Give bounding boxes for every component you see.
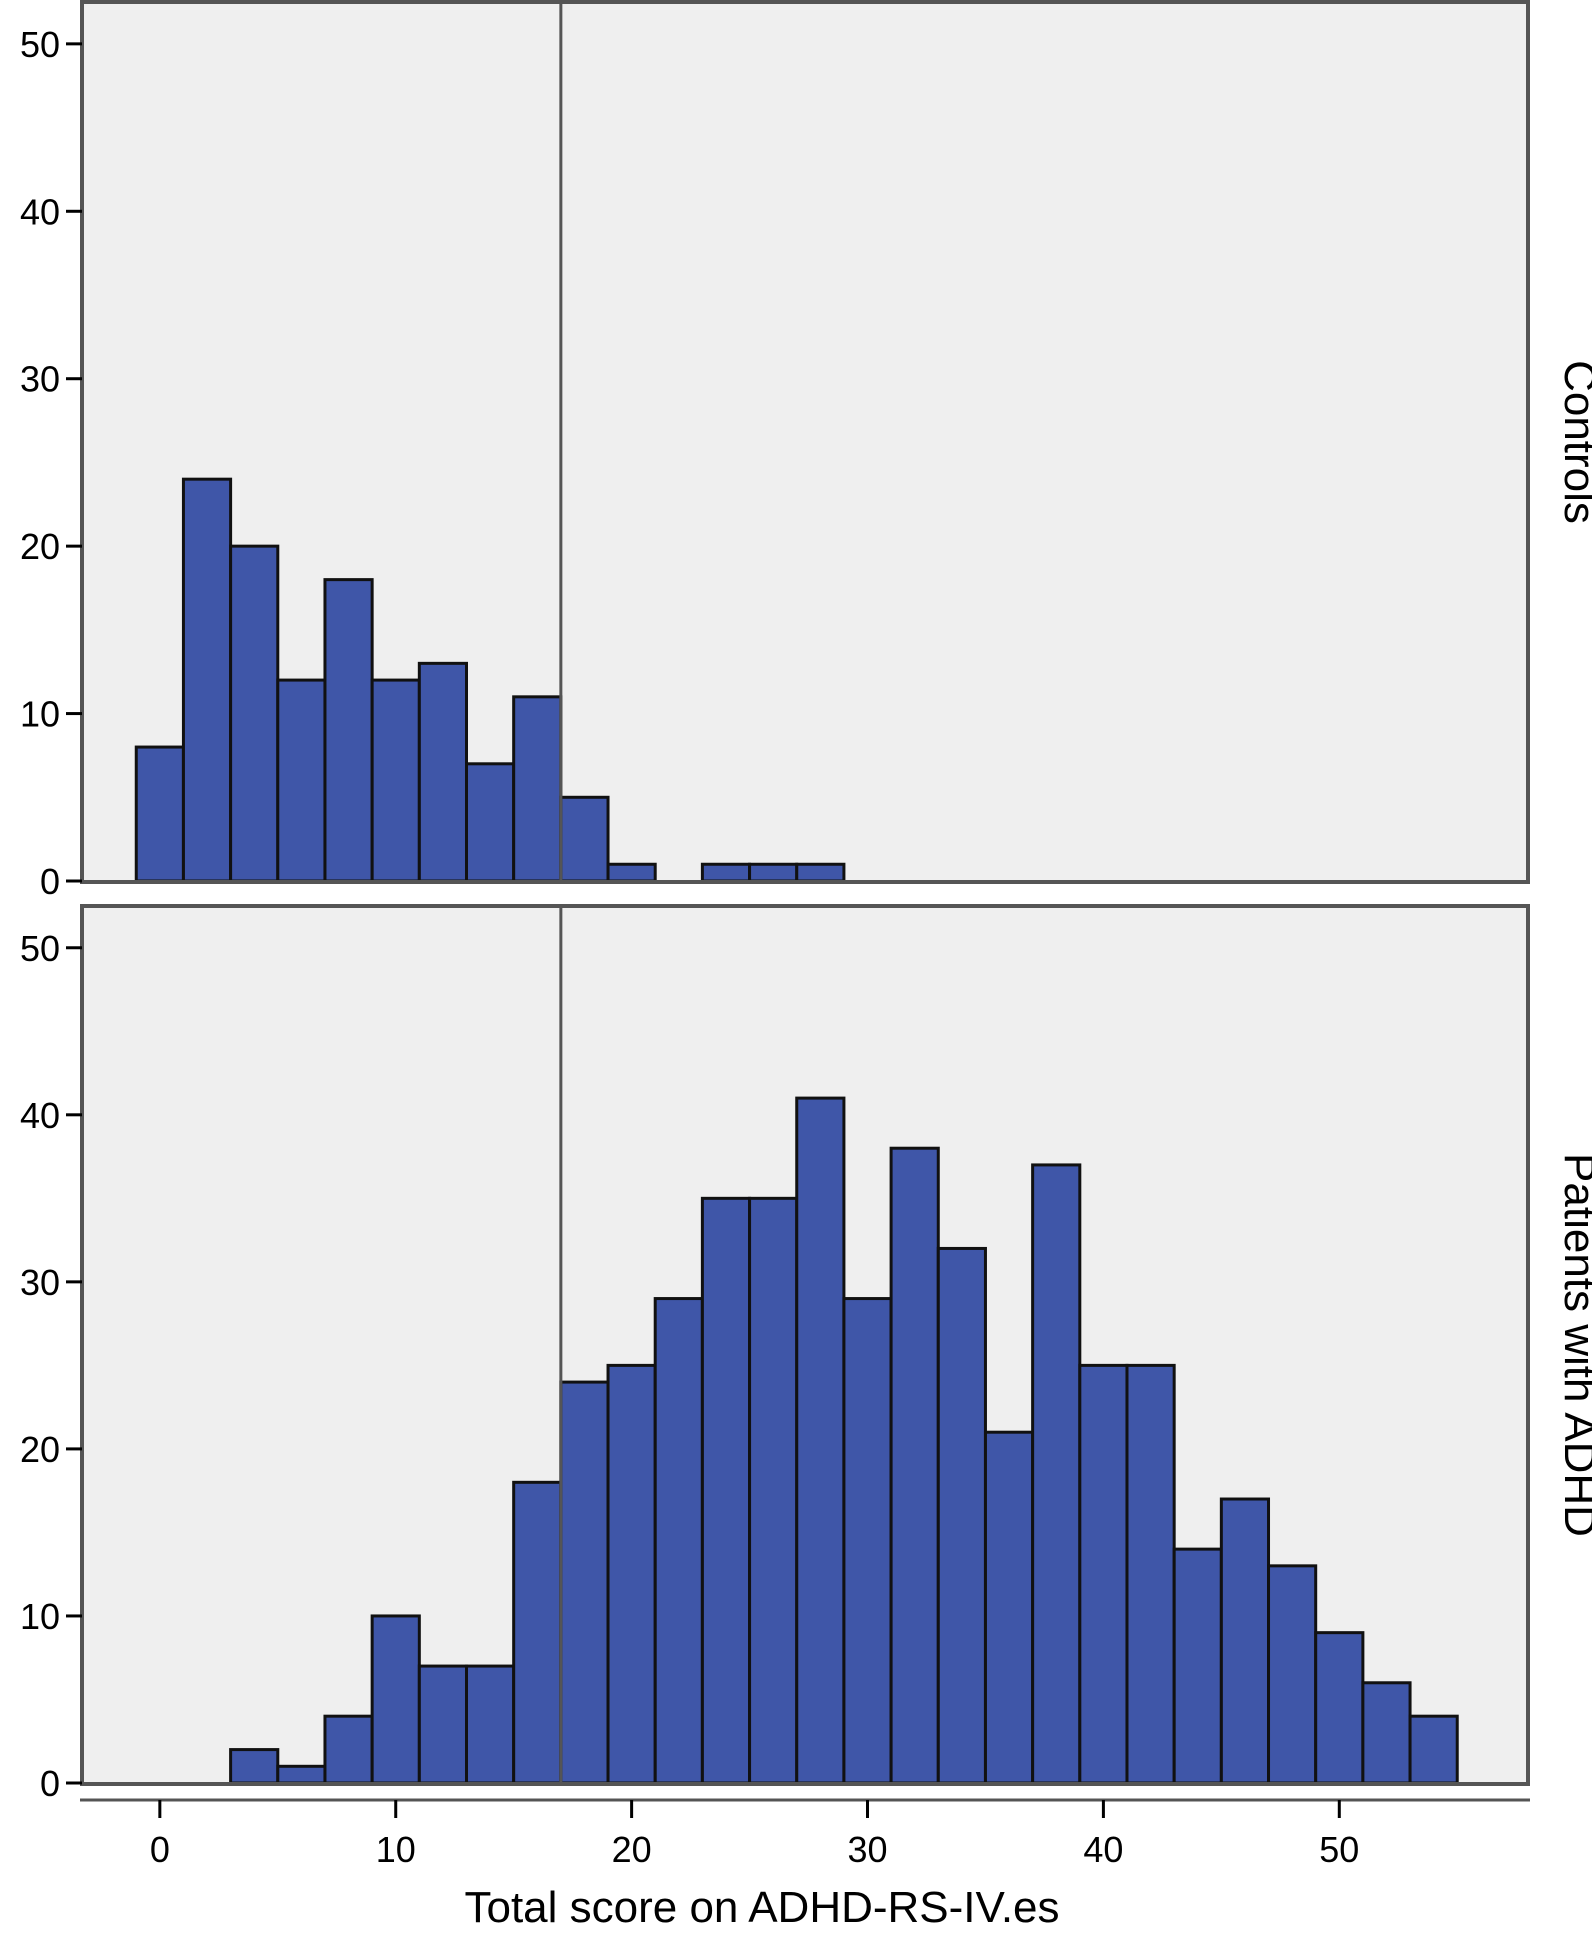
- y-tick-label: 10: [20, 694, 60, 735]
- histogram-bar: [512, 1480, 563, 1785]
- histogram-bar: [417, 1664, 468, 1785]
- histogram-bar: [464, 762, 516, 883]
- histogram-bar: [1078, 1363, 1129, 1785]
- panel-label: Controls: [1555, 360, 1592, 524]
- histogram-bar: [276, 678, 327, 883]
- x-tick-label: 10: [376, 1829, 416, 1870]
- histogram-bar: [1361, 1681, 1412, 1785]
- histogram-bar: [842, 1297, 893, 1785]
- panel-frame: [80, 0, 1530, 884]
- histogram-bar: [559, 795, 610, 883]
- histogram-bar: [795, 862, 846, 883]
- histogram-bar: [889, 1146, 940, 1785]
- y-tick-label: 0: [40, 1763, 60, 1804]
- histogram-bar: [1314, 1631, 1365, 1785]
- histogram-bar: [983, 1430, 1035, 1785]
- y-tick-label: 20: [20, 526, 60, 567]
- histogram-bar: [370, 1614, 421, 1785]
- y-tick-label: 10: [20, 1596, 60, 1637]
- x-tick-label: 50: [1319, 1829, 1359, 1870]
- x-tick-label: 20: [612, 1829, 652, 1870]
- histogram-bar: [229, 544, 280, 883]
- histogram-bar: [1031, 1163, 1082, 1785]
- x-tick-label: 40: [1083, 1829, 1123, 1870]
- histogram-bar: [700, 862, 752, 883]
- histogram-bar: [134, 745, 185, 883]
- histogram-bar: [936, 1246, 987, 1785]
- histogram-bar: [795, 1096, 846, 1785]
- histogram-bar: [1408, 1714, 1459, 1785]
- histogram-bar: [1125, 1363, 1176, 1785]
- x-tick-label: 30: [847, 1829, 887, 1870]
- panel-label: Patients with ADHD: [1555, 1153, 1592, 1537]
- histogram-bar: [653, 1297, 704, 1785]
- y-tick-label: 40: [20, 191, 60, 232]
- histogram-bar: [512, 695, 563, 883]
- histogram-bar: [323, 1714, 374, 1785]
- histogram-bar: [1219, 1497, 1271, 1785]
- histogram-bar: [464, 1664, 516, 1785]
- y-tick-label: 30: [20, 359, 60, 400]
- histogram-bar: [370, 678, 421, 883]
- histogram-bar: [276, 1764, 327, 1785]
- x-axis-title: Total score on ADHD-RS-IV.es: [464, 1883, 1059, 1932]
- panel-frame: [80, 904, 1530, 1786]
- histogram-bar: [559, 1380, 610, 1785]
- histogram-bar: [229, 1748, 280, 1785]
- y-tick-label: 0: [40, 861, 60, 902]
- y-tick-label: 40: [20, 1095, 60, 1136]
- x-tick-label: 0: [150, 1829, 170, 1870]
- histogram-bar: [181, 477, 233, 883]
- histogram-bar: [1267, 1564, 1318, 1785]
- y-tick-label: 50: [20, 24, 60, 65]
- histogram-bar: [748, 1196, 799, 1785]
- y-tick-label: 30: [20, 1262, 60, 1303]
- histogram-bar: [606, 1363, 657, 1785]
- histogram-bar: [323, 578, 374, 883]
- histogram-bar: [417, 661, 468, 883]
- histogram-bar: [606, 862, 657, 883]
- y-tick-label: 50: [20, 928, 60, 969]
- histogram-bar: [1172, 1547, 1223, 1785]
- histogram-bar: [700, 1196, 752, 1785]
- histogram-bar: [748, 862, 799, 883]
- y-tick-label: 20: [20, 1429, 60, 1470]
